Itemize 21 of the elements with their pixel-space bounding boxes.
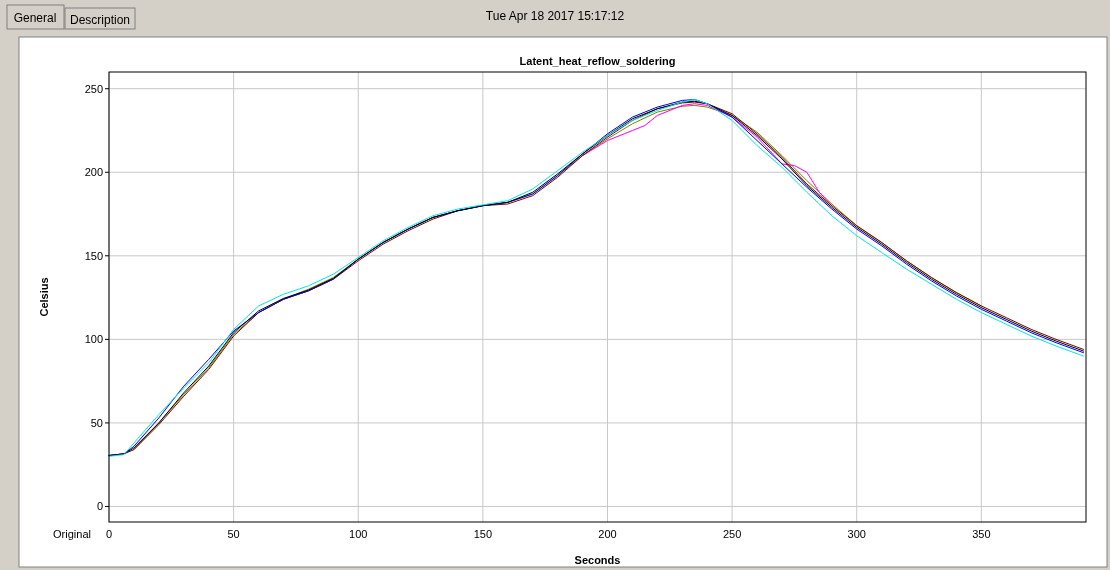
x-axis-title: Seconds <box>574 554 621 566</box>
y-tick-label: 100 <box>84 333 103 346</box>
y-tick-label: 250 <box>84 82 103 95</box>
text: Original <box>53 528 91 540</box>
x-tick-label: 250 <box>722 528 742 540</box>
x-tick-label: 100 <box>349 528 368 540</box>
text: Tue Apr 18 2017 15:17:12 <box>485 9 625 23</box>
x-tick-label: 0 <box>105 528 113 540</box>
x-tick-label: 150 <box>473 528 493 540</box>
text: General <box>13 11 57 25</box>
y-tick-label: 150 <box>84 249 103 262</box>
text: Description <box>69 13 131 27</box>
y-tick-label: 50 <box>90 416 103 429</box>
x-tick-label: 350 <box>972 528 991 540</box>
x-tick-label: 50 <box>227 528 240 540</box>
x-tick-label: 200 <box>598 528 617 540</box>
x-tick-label: 300 <box>847 528 866 540</box>
chart-title: Latent_heat_reflow_soldering <box>519 55 676 67</box>
y-axis-title: Celsius <box>38 277 50 317</box>
y-tick-label: 200 <box>84 166 103 179</box>
y-tick-label: 0 <box>96 500 103 513</box>
